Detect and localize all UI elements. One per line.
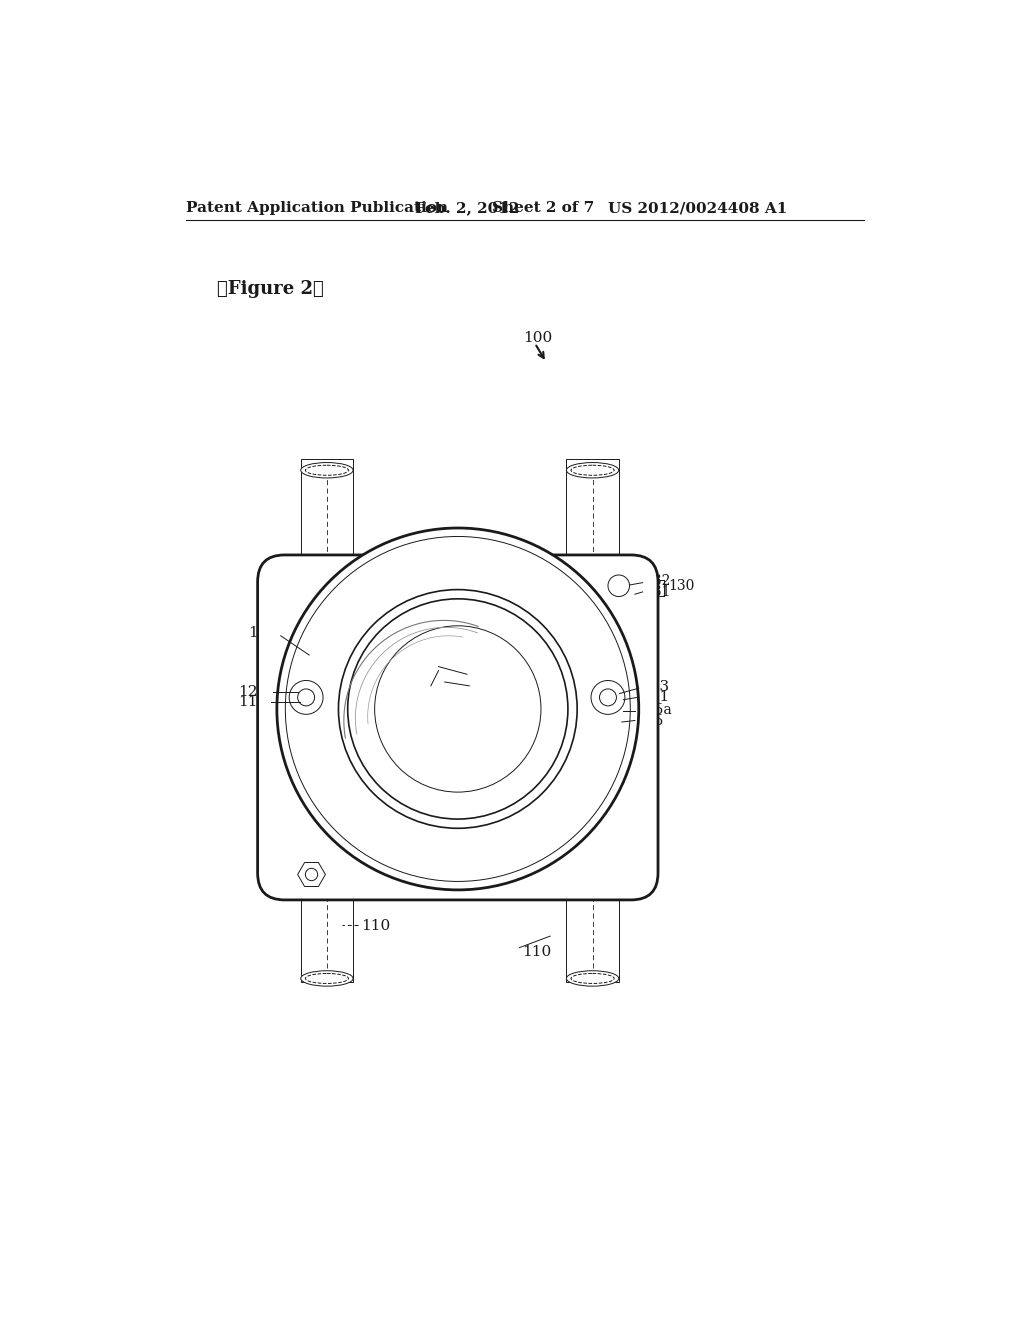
Text: US 2012/0024408 A1: US 2012/0024408 A1	[608, 202, 787, 215]
Text: B: B	[471, 677, 482, 692]
Text: 【Figure 2】: 【Figure 2】	[217, 280, 324, 298]
Circle shape	[591, 681, 625, 714]
Circle shape	[608, 576, 630, 597]
Text: 111: 111	[640, 690, 670, 705]
Ellipse shape	[566, 970, 618, 986]
Text: Feb. 2, 2012: Feb. 2, 2012	[416, 202, 520, 215]
Ellipse shape	[301, 462, 353, 478]
Circle shape	[375, 626, 541, 792]
Circle shape	[339, 590, 578, 829]
Text: 132: 132	[644, 574, 671, 589]
Text: A: A	[469, 665, 479, 680]
Circle shape	[276, 528, 639, 890]
Text: 130: 130	[668, 578, 694, 593]
Text: 100: 100	[523, 331, 553, 345]
Text: 125a: 125a	[637, 704, 672, 718]
Circle shape	[289, 681, 323, 714]
Bar	[566, 459, 618, 982]
Ellipse shape	[566, 462, 618, 478]
FancyBboxPatch shape	[258, 554, 658, 900]
Text: 123: 123	[640, 680, 670, 693]
Text: Patent Application Publication: Patent Application Publication	[186, 202, 449, 215]
Text: Sheet 2 of 7: Sheet 2 of 7	[493, 202, 595, 215]
Text: 110: 110	[360, 919, 390, 933]
Text: 110: 110	[521, 945, 551, 960]
Text: 111: 111	[239, 696, 267, 709]
Ellipse shape	[301, 970, 353, 986]
Text: 131: 131	[644, 585, 671, 599]
Text: 125: 125	[637, 714, 664, 729]
Bar	[301, 459, 353, 982]
Text: 127: 127	[249, 627, 278, 640]
Text: 123: 123	[239, 685, 267, 700]
